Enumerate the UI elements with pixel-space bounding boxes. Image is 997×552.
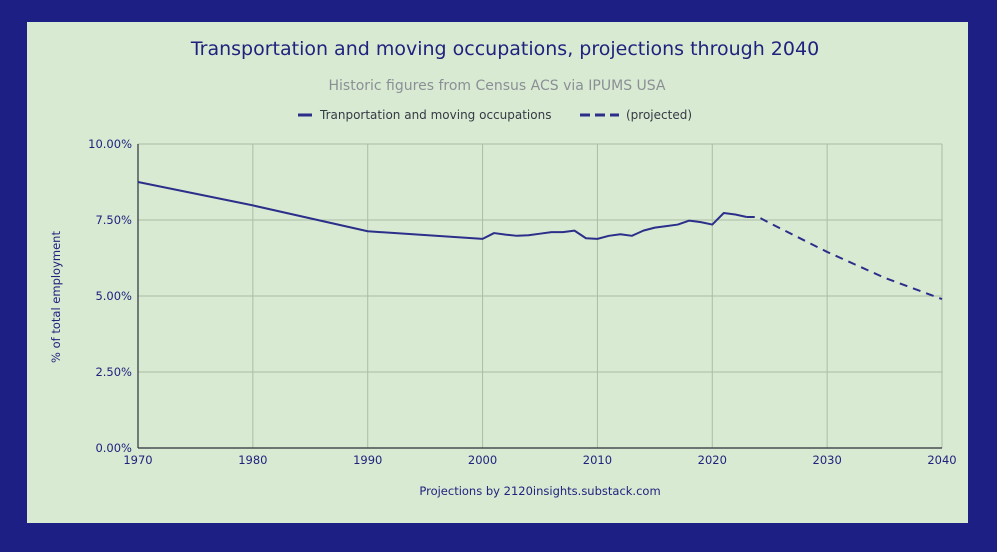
axes bbox=[137, 144, 942, 449]
gridlines bbox=[138, 143, 943, 448]
y-tick-label: 5.00% bbox=[95, 289, 132, 303]
y-axis-title: % of total employment bbox=[49, 231, 63, 363]
chart-panel: Transportation and moving occupations, p… bbox=[27, 22, 968, 523]
x-tick-label: 2000 bbox=[468, 453, 497, 467]
projection-credit: Projections by 2120insights.substack.com bbox=[419, 484, 660, 498]
legend-label-historic[interactable]: Tranportation and moving occupations bbox=[319, 108, 551, 122]
y-tick-label: 0.00% bbox=[95, 441, 132, 455]
legend-label-projected[interactable]: (projected) bbox=[626, 108, 692, 122]
chart-subtitle: Historic figures from Census ACS via IPU… bbox=[329, 78, 666, 94]
y-tick-label: 10.00% bbox=[88, 137, 132, 151]
projected-series-line[interactable] bbox=[746, 215, 943, 300]
x-tick-label: 1970 bbox=[123, 453, 152, 467]
x-tick-label: 2010 bbox=[583, 453, 612, 467]
legend: Tranportation and moving occupations (pr… bbox=[298, 108, 692, 122]
x-tick-label: 1990 bbox=[353, 453, 382, 467]
line-chart: Transportation and moving occupations, p… bbox=[49, 38, 957, 498]
x-tick-label: 1980 bbox=[238, 453, 267, 467]
x-tick-label: 2020 bbox=[698, 453, 727, 467]
historic-series-line[interactable] bbox=[137, 181, 747, 240]
x-tick-label: 2030 bbox=[813, 453, 842, 467]
x-tick-label: 2040 bbox=[927, 453, 956, 467]
series-lines bbox=[137, 181, 943, 300]
y-tick-label: 7.50% bbox=[95, 213, 132, 227]
chart-title: Transportation and moving occupations, p… bbox=[190, 38, 819, 60]
tick-labels: 0.00% 2.50% 5.00% 7.50% 10.00% 1970 1980 1990 20… bbox=[88, 137, 957, 467]
y-tick-label: 2.50% bbox=[95, 365, 132, 379]
